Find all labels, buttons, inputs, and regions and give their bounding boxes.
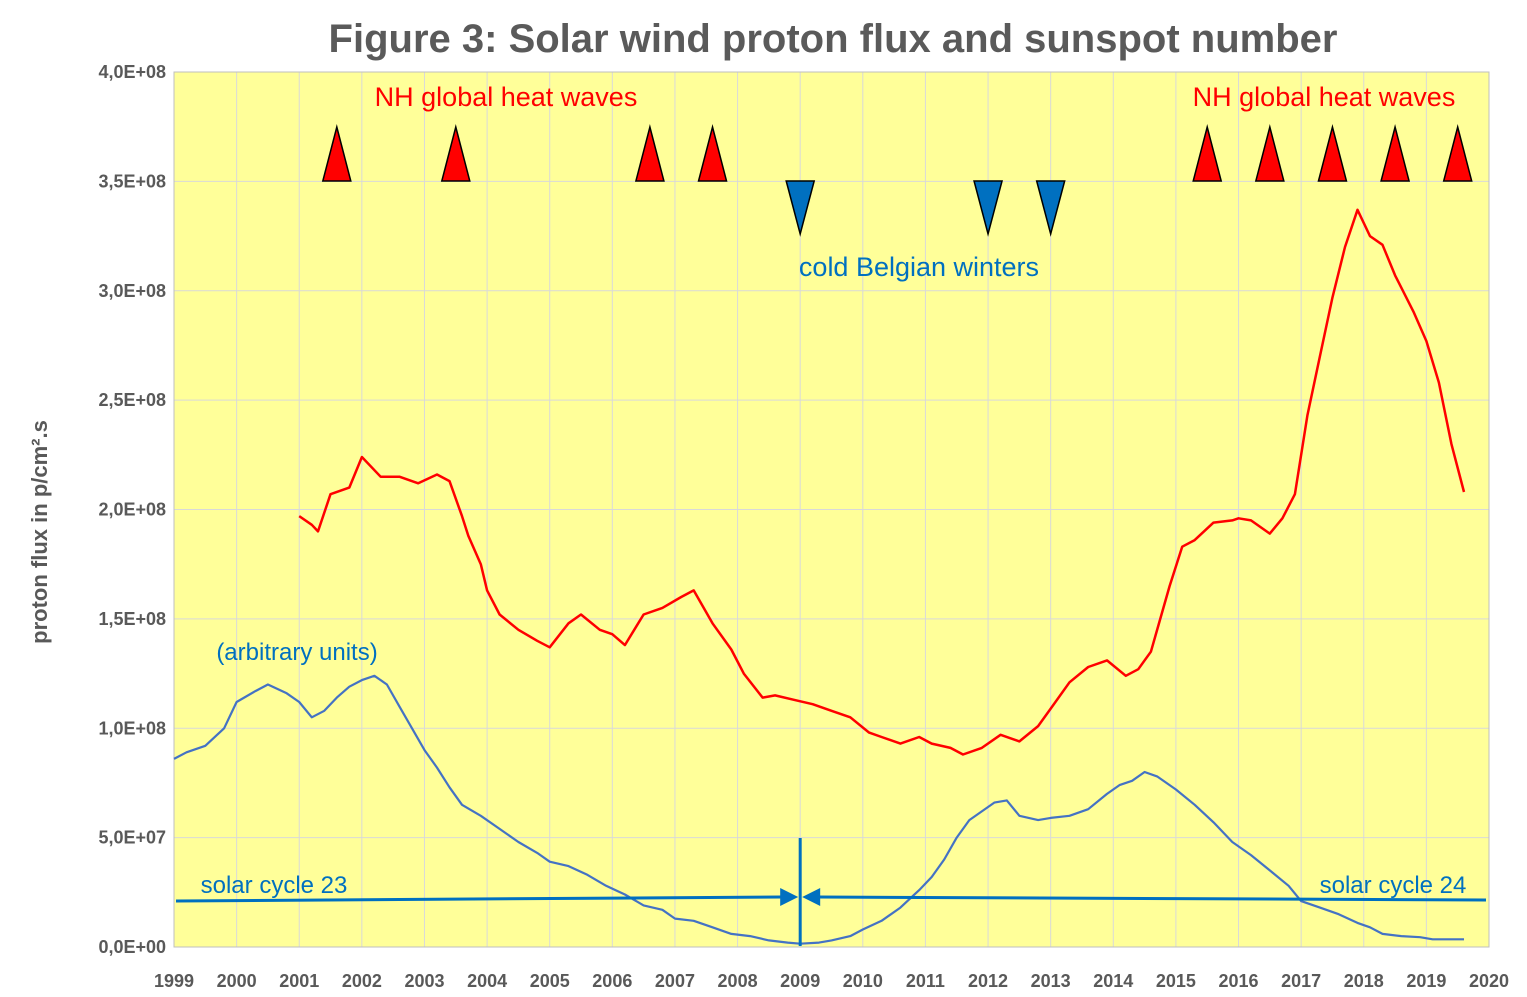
x-tick-label: 2007 — [655, 971, 695, 991]
x-tick-label: 2001 — [279, 971, 319, 991]
y-tick-label: 2,0E+08 — [98, 500, 166, 520]
y-tick-label: 1,5E+08 — [98, 609, 166, 629]
x-tick-label: 2002 — [342, 971, 382, 991]
solar-cycle-24-label: solar cycle 24 — [1320, 872, 1467, 899]
gridlines — [173, 71, 1490, 948]
y-tick-label: 3,5E+08 — [98, 171, 166, 191]
x-tick-label: 2014 — [1093, 971, 1133, 991]
y-tick-label: 5,0E+07 — [98, 828, 166, 848]
heat-wave-marker — [697, 124, 728, 182]
heat-wave-marker — [1254, 124, 1285, 182]
y-tick-label: 2,5E+08 — [98, 390, 166, 410]
cold-winter-marker — [785, 180, 816, 237]
x-tick-label: 2019 — [1406, 971, 1446, 991]
x-tick-label: 2020 — [1469, 971, 1509, 991]
x-tick-label: 2013 — [1031, 971, 1071, 991]
heat-wave-marker — [1192, 124, 1223, 182]
x-tick-label: 2018 — [1344, 971, 1384, 991]
heat-wave-marker — [440, 124, 471, 182]
cold-winters-label: cold Belgian winters — [799, 252, 1039, 282]
sunspot-number-line — [173, 674, 1464, 945]
x-tick-label: 2005 — [530, 971, 570, 991]
heat-waves-label-right: NH global heat waves — [1193, 82, 1456, 112]
cycle-24-arrowhead — [802, 888, 821, 906]
heat-wave-marker — [1317, 124, 1348, 182]
y-tick-label: 4,0E+08 — [98, 62, 166, 82]
x-tick-label: 2012 — [968, 971, 1008, 991]
proton-flux-line — [298, 208, 1466, 756]
y-axis-ticks: 0,0E+00 5,0E+07 1,0E+08 1,5E+08 2,0E+08 2,5E+… — [98, 62, 166, 957]
x-tick-label: 2016 — [1219, 971, 1259, 991]
heat-waves-label-left: NH global heat waves — [375, 82, 638, 112]
x-tick-label: 2008 — [718, 971, 758, 991]
y-tick-label: 0,0E+00 — [98, 937, 166, 957]
x-tick-label: 2004 — [467, 971, 507, 991]
heat-wave-marker — [321, 124, 352, 182]
heat-wave-marker — [1380, 124, 1411, 182]
x-tick-label: 2006 — [592, 971, 632, 991]
cycle-23-arrow-line — [175, 895, 783, 903]
x-tick-label: 2011 — [906, 971, 945, 991]
cold-winter-marker — [973, 180, 1004, 237]
x-tick-label: 1999 — [154, 971, 194, 991]
x-tick-label: 2015 — [1156, 971, 1196, 991]
cycle-23-arrowhead — [780, 888, 799, 906]
heat-wave-marker — [634, 124, 665, 182]
plot-border — [173, 71, 1490, 948]
cold-winter-marker — [1035, 180, 1066, 237]
event-markers — [321, 124, 1473, 237]
x-tick-label: 2000 — [217, 971, 257, 991]
arbitrary-units-label: (arbitrary units) — [216, 639, 377, 666]
solar-cycle-arrows — [175, 838, 1487, 946]
x-tick-label: 2009 — [780, 971, 820, 991]
x-tick-label: 2017 — [1281, 971, 1321, 991]
chart-title: Figure 3: Solar wind proton flux and sun… — [329, 17, 1338, 61]
series-group — [173, 208, 1466, 945]
solar-cycle-23-label: solar cycle 23 — [201, 872, 348, 899]
x-tick-label: 2003 — [404, 971, 444, 991]
y-tick-label: 1,0E+08 — [98, 718, 166, 738]
cycle-24-arrow-line — [818, 895, 1487, 902]
y-axis-label: proton flux in p/cm².s — [27, 420, 52, 644]
y-tick-label: 3,0E+08 — [98, 281, 166, 301]
x-tick-label: 2010 — [843, 971, 883, 991]
x-axis-ticks: 1999 2000 2001 2002 2003 2004 2005 2006 2007 2008… — [154, 971, 1509, 991]
heat-wave-marker — [1442, 124, 1473, 182]
